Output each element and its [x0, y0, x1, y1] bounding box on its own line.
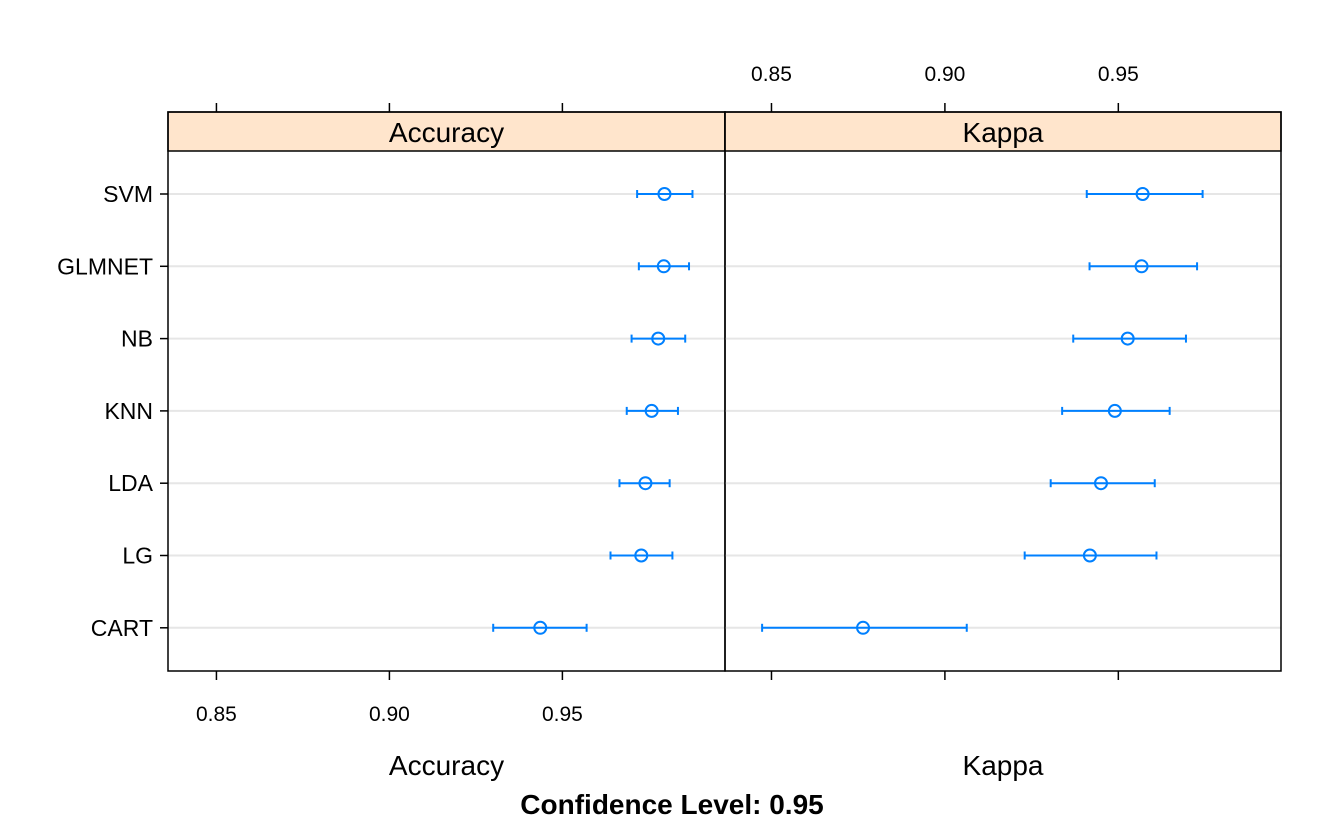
estimate-point: [1135, 187, 1150, 201]
category-label: KNN: [104, 398, 153, 424]
estimate-point: [656, 259, 671, 274]
x-tick-label: 0.85: [751, 63, 792, 86]
estimate-point: [856, 620, 871, 635]
x-tick-label: 0.95: [542, 703, 583, 726]
strip-label: Kappa: [963, 117, 1044, 148]
estimate-point: [657, 187, 672, 201]
strip-background: [167, 111, 726, 152]
estimate-point: [1134, 259, 1149, 274]
estimate-point: [1107, 403, 1122, 418]
category-label: NB: [121, 326, 153, 352]
estimate-point: [644, 403, 659, 418]
chart-footer-title: Confidence Level: 0.95: [520, 789, 823, 820]
strip-background: [724, 111, 1282, 152]
category-label: SVM: [103, 181, 153, 207]
panel-frame: [167, 111, 726, 672]
x-axis-title: Accuracy: [389, 750, 504, 781]
panel-frame: [724, 111, 1282, 672]
x-tick-label: 0.90: [924, 63, 965, 86]
x-tick-label: 0.95: [1098, 63, 1139, 86]
panel-kappa: Kappa 0.85 0.90 0.95 Kappa: [724, 63, 1282, 781]
estimate-point: [1093, 476, 1108, 491]
category-label: LG: [122, 543, 153, 569]
estimate-point: [1082, 548, 1097, 563]
category-label: CART: [91, 615, 153, 641]
panels-layer: Accuracy 0.85 0.90 0.95 Accuracy Kappa 0.85 0.9…: [167, 63, 1282, 781]
x-axis-title: Kappa: [963, 750, 1044, 781]
estimate-point: [651, 331, 666, 346]
estimate-point: [638, 476, 653, 491]
estimate-point: [533, 620, 548, 635]
category-label: LDA: [108, 470, 153, 496]
strip-label: Accuracy: [389, 117, 504, 148]
estimate-point: [634, 548, 649, 563]
labels-layer: SVM GLMNET NB KNN LDA LG CART: [57, 181, 168, 641]
category-label: GLMNET: [57, 253, 153, 279]
panel-accuracy: Accuracy 0.85 0.90 0.95 Accuracy: [167, 103, 726, 781]
x-tick-label: 0.85: [196, 703, 237, 726]
estimate-point: [1120, 331, 1135, 346]
x-tick-label: 0.90: [369, 703, 410, 726]
